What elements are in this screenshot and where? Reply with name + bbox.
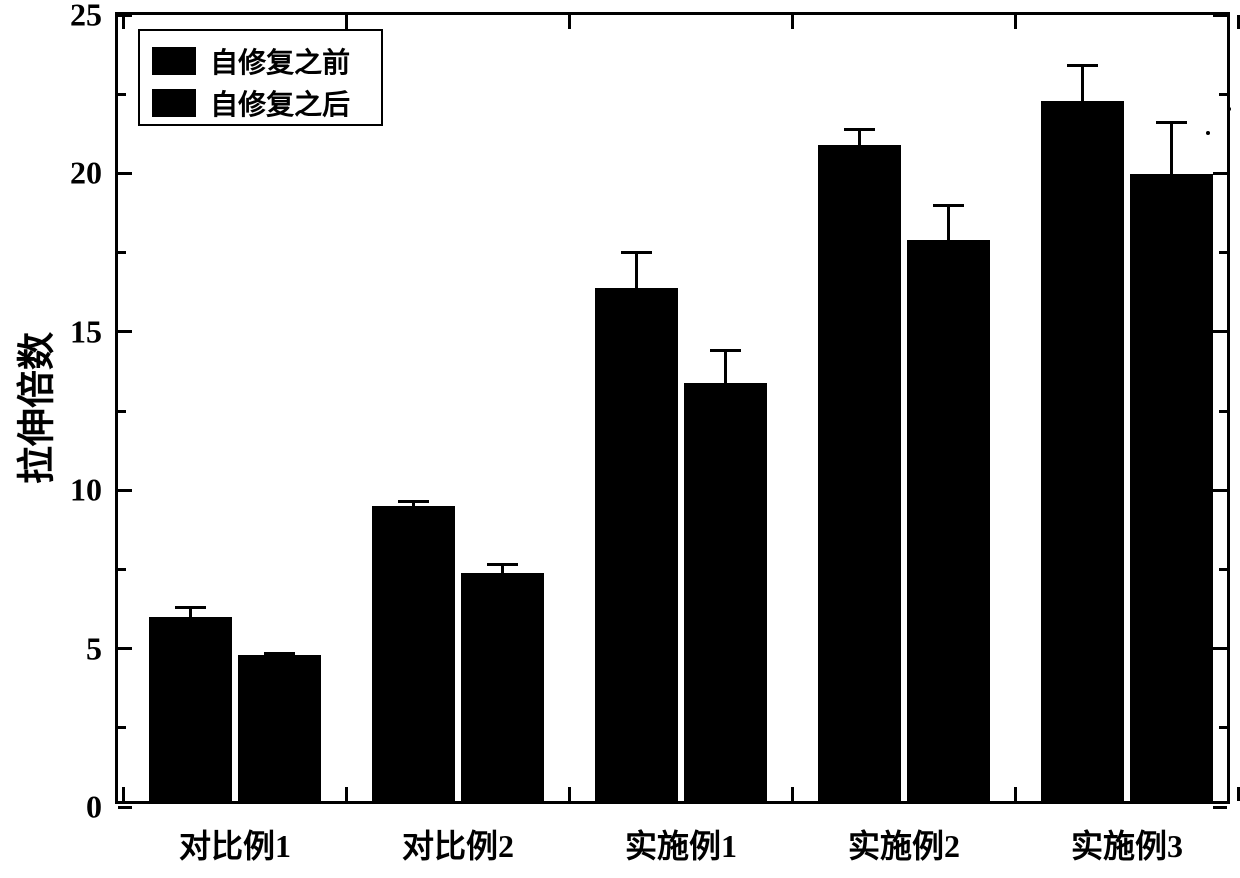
y-tick-major (1213, 172, 1227, 175)
bar (1130, 174, 1214, 801)
chart-container: 0510152025对比例1对比例2实施例1实施例2实施例3自修复之前自修复之后… (0, 0, 1240, 878)
x-tick (791, 787, 794, 801)
y-tick-major (1213, 14, 1227, 17)
x-tick (568, 15, 571, 29)
x-tick-label: 实施例3 (1071, 821, 1183, 867)
bar (1041, 101, 1125, 801)
error-bar-stem (635, 253, 638, 294)
x-tick (345, 787, 348, 801)
error-bar-cap (844, 128, 875, 131)
x-tick (122, 787, 125, 801)
x-tick (122, 15, 125, 29)
error-bar-stem (1170, 123, 1173, 180)
x-tick (1014, 787, 1017, 801)
x-tick-label: 对比例2 (402, 821, 514, 867)
y-tick-label: 15 (70, 313, 102, 350)
bar (372, 506, 456, 801)
y-tick-major (1213, 489, 1227, 492)
error-bar-stem (501, 565, 504, 579)
y-tick-minor (1219, 251, 1227, 254)
y-tick-minor (1219, 568, 1227, 571)
y-tick-major (1213, 647, 1227, 650)
x-tick (568, 787, 571, 801)
y-tick-minor (118, 251, 126, 254)
error-bar-cap (1067, 64, 1098, 67)
error-bar-stem (858, 129, 861, 151)
error-bar-stem (724, 351, 727, 389)
x-tick (345, 15, 348, 29)
stray-marker (1227, 107, 1231, 111)
y-tick-minor (1219, 410, 1227, 413)
y-tick-minor (1219, 93, 1227, 96)
error-bar-stem (1081, 66, 1084, 107)
plot-area: 0510152025对比例1对比例2实施例1实施例2实施例3自修复之前自修复之后 (115, 12, 1230, 804)
y-tick-label: 5 (86, 630, 102, 667)
error-bar-cap (398, 500, 429, 503)
y-tick-major (1213, 806, 1227, 809)
y-tick-label: 0 (86, 789, 102, 826)
x-tick-label: 实施例2 (848, 821, 960, 867)
y-tick-label: 25 (70, 0, 102, 34)
y-tick-major (118, 806, 132, 809)
legend-label: 自修复之后 (210, 83, 350, 123)
bar (684, 383, 768, 801)
error-bar-stem (947, 205, 950, 246)
error-bar-cap (175, 606, 206, 609)
y-tick-minor (1219, 726, 1227, 729)
bar (907, 240, 991, 801)
x-tick (791, 15, 794, 29)
bar (595, 288, 679, 801)
error-bar-cap (621, 251, 652, 254)
error-bar-cap (264, 652, 295, 655)
error-bar-cap (1156, 121, 1187, 124)
error-bar-cap (710, 349, 741, 352)
y-tick-label: 10 (70, 472, 102, 509)
x-tick-label: 实施例1 (625, 821, 737, 867)
x-tick-label: 对比例1 (179, 821, 291, 867)
y-tick-label: 20 (70, 155, 102, 192)
y-tick-major (118, 647, 132, 650)
legend-label: 自修复之前 (210, 41, 350, 81)
bar (149, 617, 233, 801)
y-tick-minor (118, 410, 126, 413)
x-tick (1014, 15, 1017, 29)
legend-swatch (152, 47, 196, 75)
y-tick-major (118, 489, 132, 492)
y-tick-major (118, 172, 132, 175)
error-bar-stem (412, 501, 415, 512)
error-bar-stem (189, 607, 192, 623)
bar (461, 573, 545, 801)
y-tick-major (1213, 330, 1227, 333)
error-bar-cap (933, 204, 964, 207)
bar (818, 145, 902, 801)
legend-item: 自修复之前 (152, 41, 350, 81)
legend: 自修复之前自修复之后 (138, 29, 383, 126)
legend-item: 自修复之后 (152, 83, 350, 123)
y-tick-minor (118, 568, 126, 571)
y-tick-major (118, 330, 132, 333)
legend-swatch (152, 89, 196, 117)
y-axis-title: 拉伸倍数 (6, 332, 61, 484)
y-tick-minor (118, 726, 126, 729)
bar (238, 655, 322, 801)
stray-marker (1206, 131, 1210, 135)
y-tick-minor (118, 93, 126, 96)
error-bar-cap (487, 563, 518, 566)
